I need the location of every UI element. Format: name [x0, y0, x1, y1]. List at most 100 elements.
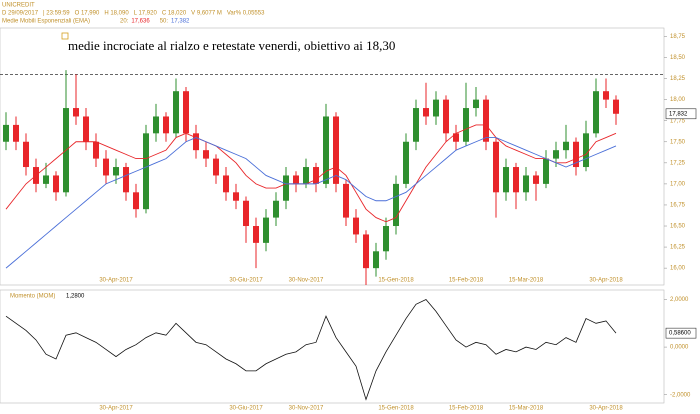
x-tick-label: 30-Nov-2017	[289, 278, 324, 284]
candle-body	[493, 141, 499, 193]
chart-title: UNICREDIT	[2, 3, 35, 9]
candle-body	[213, 158, 219, 176]
candle-body	[513, 167, 519, 193]
candle-body	[553, 150, 559, 159]
candle-body	[543, 158, 549, 184]
x-tick-label: 30-Nov-2017	[289, 406, 324, 412]
y-tick-label: 17,25	[670, 160, 686, 166]
last-value-box	[665, 327, 697, 339]
y-tick-label: 18,25	[670, 76, 686, 82]
y-tick-label: 17,75	[670, 118, 686, 124]
momentum-frame	[0, 289, 665, 404]
y-tick-label: 0,0000	[670, 345, 689, 351]
info-item: L 17,920	[134, 11, 158, 17]
candle-body	[483, 99, 489, 142]
legend-value: 17,382	[171, 19, 190, 25]
momentum-title: Momento (MOM)	[10, 294, 55, 300]
price-frame	[0, 27, 665, 286]
candle-body	[343, 183, 349, 218]
y-tick-label: 16,50	[670, 224, 686, 230]
y-tick-label: -2,0000	[670, 392, 691, 398]
candle-body	[183, 91, 189, 134]
candle-body	[173, 91, 179, 134]
y-tick-label: 17,50	[670, 139, 686, 145]
candle-body	[473, 99, 479, 109]
candle-body	[53, 175, 59, 193]
x-tick-label: 15-Mar-2018	[509, 278, 544, 284]
candle-body	[223, 175, 229, 193]
y-tick-label: 16,00	[670, 266, 686, 272]
info-item: Var% 0,05553	[227, 11, 265, 17]
candle-body	[523, 175, 529, 193]
candle-body	[403, 141, 409, 184]
candle-body	[393, 183, 399, 227]
candle-body	[253, 226, 259, 243]
candle-body	[3, 124, 9, 142]
legend-value: 17,636	[131, 19, 150, 25]
candle-body	[43, 175, 49, 184]
y-tick-label: 16,75	[670, 203, 686, 209]
x-tick-label: 30-Giu-2017	[229, 406, 263, 412]
candle-body	[453, 133, 459, 142]
candle-body	[503, 167, 509, 193]
candle-body	[73, 108, 79, 117]
x-tick-label: 15-Mar-2018	[509, 406, 544, 412]
candle-body	[163, 116, 169, 134]
x-tick-label: 15-Feb-2018	[449, 278, 484, 284]
x-tick-label: 30-Apr-2018	[589, 278, 623, 284]
legend-name: 50:	[160, 19, 169, 25]
candle-body	[443, 99, 449, 134]
candle-body	[593, 91, 599, 134]
momentum-value: 1,2800	[66, 294, 85, 300]
candle-body	[613, 99, 619, 114]
x-tick-label: 15-Feb-2018	[449, 406, 484, 412]
candle-body	[323, 116, 329, 184]
info-item: D 29/09/2017	[2, 11, 39, 17]
annotation-marker	[61, 32, 69, 40]
last-value-label: 0,58600	[669, 331, 691, 337]
candle-body	[363, 234, 369, 269]
candle-body	[273, 200, 279, 218]
legend-name: 20:	[120, 19, 129, 25]
candle-body	[303, 167, 309, 184]
info-item: O 17,990	[75, 11, 100, 17]
last-value-box	[665, 108, 697, 120]
ema-line	[5, 137, 617, 269]
last-value-label: 17,832	[669, 111, 688, 117]
info-item: | 23:59:59	[43, 11, 70, 17]
candle-body	[413, 108, 419, 142]
x-tick-label: 30-Apr-2018	[589, 406, 623, 412]
candle-body	[313, 167, 319, 184]
candle-body	[583, 133, 589, 168]
candle-body	[133, 192, 139, 210]
candle-body	[103, 158, 109, 176]
candle-body	[13, 124, 19, 142]
candle-body	[603, 91, 609, 100]
ema-line	[5, 124, 617, 223]
y-tick-label: 2,0000	[670, 297, 689, 303]
y-tick-label: 16,25	[670, 245, 686, 251]
momentum-line	[5, 299, 617, 401]
annotation: medie incrociate al rialzo e retestate v…	[68, 38, 395, 53]
x-tick-label: 30-Apr-2017	[99, 406, 133, 412]
candle-body	[93, 141, 99, 159]
info-item: V 9,6077 M	[191, 11, 222, 17]
info-item: C 18,020	[162, 11, 187, 17]
x-tick-label: 15-Gen-2018	[378, 406, 414, 412]
y-tick-label: 18,00	[670, 97, 686, 103]
candle-body	[23, 141, 29, 168]
candle-body	[423, 108, 429, 117]
candle-body	[193, 133, 199, 151]
candle-body	[233, 192, 239, 201]
y-tick-label: 17,00	[670, 181, 686, 187]
candle-body	[563, 141, 569, 151]
candle-body	[113, 167, 119, 176]
candle-body	[153, 116, 159, 134]
candle-body	[383, 226, 389, 252]
candle-body	[123, 167, 129, 193]
candle-body	[283, 175, 289, 201]
legend-title: Medie Mobili Esponenziali (EMA)	[2, 19, 90, 25]
y-tick-label: 18,50	[670, 55, 686, 61]
candle-body	[433, 99, 439, 117]
